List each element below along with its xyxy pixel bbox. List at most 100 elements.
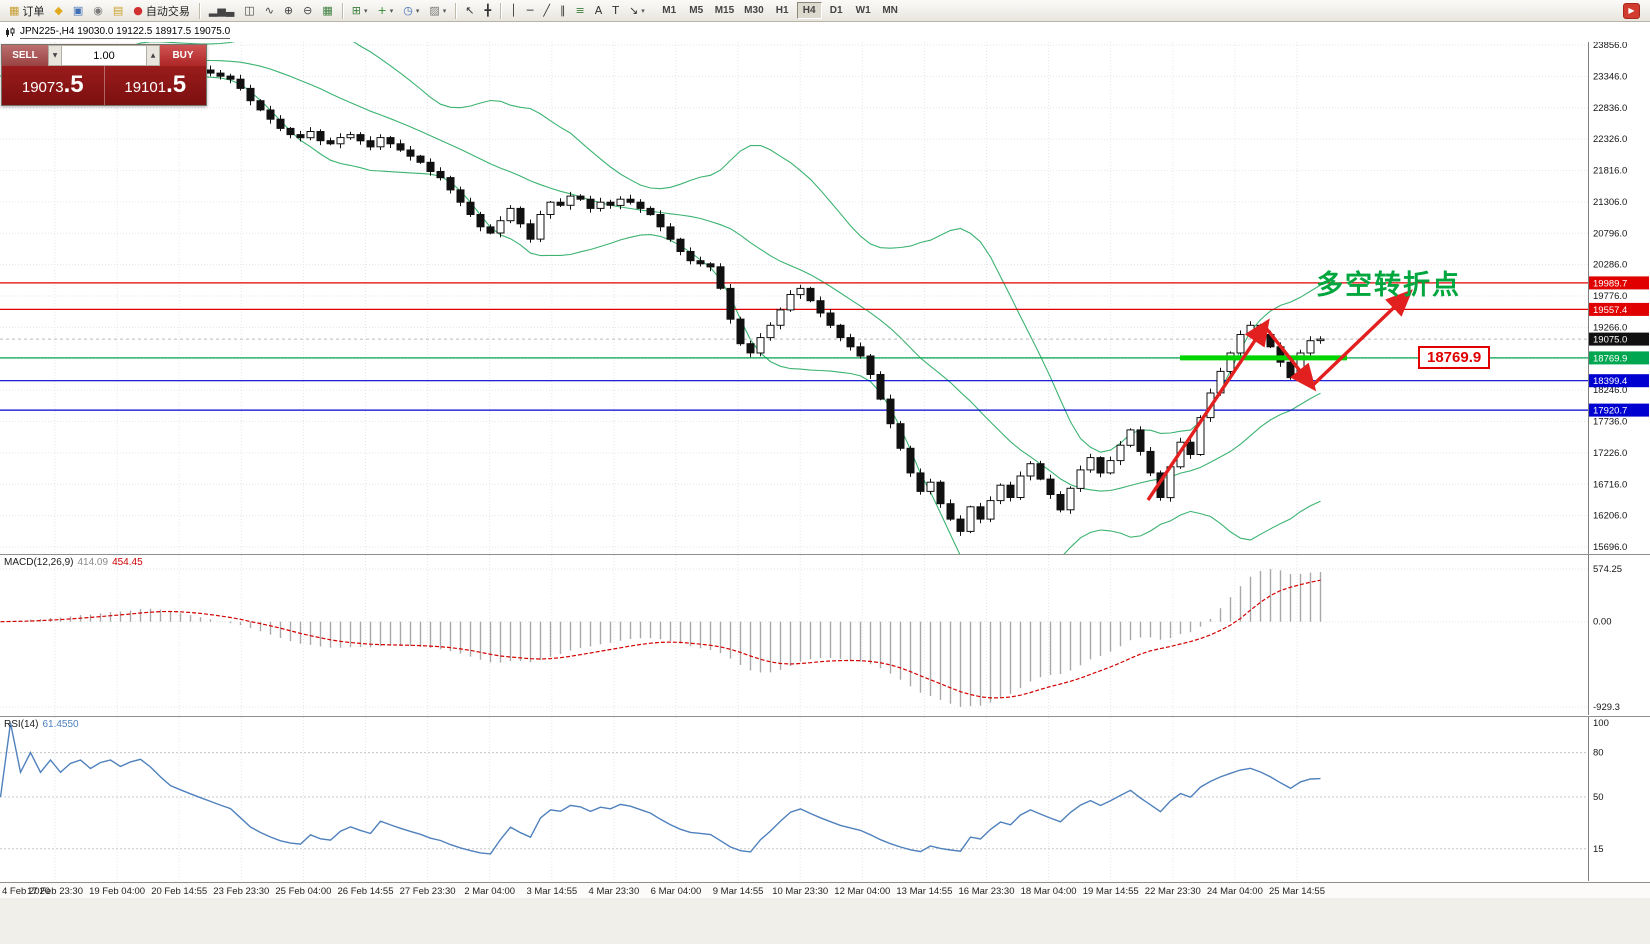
- date-axis-label: 9 Mar 14:55: [712, 886, 764, 897]
- svg-text:19266.0: 19266.0: [1593, 322, 1627, 333]
- time-axis[interactable]: 4 Feb 2020 17 Feb 23:30 19 Feb 04:00 20 Feb…: [0, 882, 1650, 898]
- autotrading-button-label: 自动交易: [145, 4, 190, 18]
- cursor-button[interactable]: ↖: [460, 2, 479, 20]
- line-chart-button[interactable]: ∿: [260, 2, 279, 20]
- periods-icon: ◷: [403, 4, 413, 17]
- sell-price-main: 19073: [21, 79, 64, 96]
- zoom-out-button[interactable]: ⊖: [298, 2, 317, 20]
- cursor-icon: ↖: [465, 4, 475, 17]
- timeframe-h1-button[interactable]: H1: [770, 2, 795, 19]
- macd-signal-value: 454.45: [112, 557, 143, 568]
- macd-canvas[interactable]: 574.25 0.00 -929.3: [0, 555, 1650, 715]
- timeframe-m1-button[interactable]: M1: [657, 2, 682, 19]
- arrows-button[interactable]: ↘ ▾: [624, 2, 650, 20]
- turning-point-annotation[interactable]: 多空转折点: [1316, 270, 1461, 301]
- timeframe-m30-button[interactable]: M30: [740, 2, 767, 19]
- timeframe-h4-button[interactable]: H4: [796, 2, 822, 19]
- price-divider: [103, 66, 105, 105]
- date-axis-label: 25 Feb 04:00: [275, 886, 332, 897]
- svg-text:15696.0: 15696.0: [1593, 542, 1627, 553]
- bar-chart-button[interactable]: ▂▅▃: [204, 2, 239, 20]
- sell-button[interactable]: SELL: [2, 45, 48, 66]
- autotrading-button[interactable]: ● 自动交易: [128, 2, 195, 20]
- svg-text:18769.9: 18769.9: [1593, 353, 1627, 364]
- date-axis-label: 17 Feb 23:30: [27, 886, 83, 897]
- trade-controls-row: SELL ▼ ▲ BUY: [2, 45, 206, 66]
- date-axis-label: 22 Mar 23:30: [1144, 886, 1201, 897]
- periods-button[interactable]: ◷ ▾: [398, 2, 424, 20]
- rsi-canvas[interactable]: 100 80 50 15: [0, 717, 1650, 881]
- date-axis-label: 6 Mar 04:00: [650, 886, 702, 897]
- tile-windows-button[interactable]: ▦: [317, 2, 337, 20]
- horizontal-line-button[interactable]: ─: [522, 2, 539, 20]
- svg-text:16206.0: 16206.0: [1593, 511, 1627, 522]
- buy-price-fraction: .5: [166, 71, 187, 98]
- candlestick-chart-button[interactable]: ◫: [239, 2, 259, 20]
- label-icon: T: [612, 4, 619, 17]
- sell-price-fraction: .5: [63, 71, 84, 98]
- svg-text:20286.0: 20286.0: [1593, 260, 1627, 271]
- svg-text:19075.0: 19075.0: [1593, 335, 1627, 346]
- toolbar-separator: [341, 2, 343, 19]
- community-icon[interactable]: ▶: [1623, 2, 1640, 19]
- rsi-value: 61.4550: [42, 719, 79, 730]
- rsi-name: RSI(14): [4, 719, 39, 730]
- date-axis-label: 20 Feb 14:55: [151, 886, 208, 897]
- svg-text:-929.3: -929.3: [1593, 702, 1620, 713]
- sell-price[interactable]: 19073 .5: [2, 66, 104, 105]
- new-order-button-label: 订单: [22, 4, 45, 18]
- timeframe-d1-button[interactable]: D1: [824, 2, 849, 19]
- svg-text:100: 100: [1593, 718, 1609, 729]
- toolbar-separator: [455, 2, 457, 19]
- zoom-in-button[interactable]: ⊕: [279, 2, 298, 20]
- buy-price[interactable]: 19101 .5: [105, 66, 207, 105]
- templates-button[interactable]: ▨ ▾: [424, 2, 451, 20]
- data-window-button[interactable]: ▣: [68, 2, 88, 20]
- price-annotation-box[interactable]: 18769.9: [1418, 346, 1491, 369]
- trendline-button[interactable]: ╱: [538, 2, 555, 20]
- rsi-label: RSI(14) 61.4550: [4, 719, 79, 730]
- date-axis-label: 4 Feb 2020: [2, 886, 51, 897]
- svg-text:18246.0: 18246.0: [1593, 385, 1627, 396]
- date-axis-label: 26 Feb 14:55: [337, 886, 394, 897]
- new-order-button[interactable]: ▦ 订单: [4, 2, 49, 20]
- volume-input[interactable]: [62, 45, 146, 66]
- indicators-button[interactable]: + ▾: [373, 2, 399, 20]
- svg-text:0.00: 0.00: [1593, 617, 1612, 628]
- volume-down-button[interactable]: ▼: [48, 45, 62, 66]
- timeframe-m5-button[interactable]: M5: [684, 2, 709, 19]
- volume-up-button[interactable]: ▲: [146, 45, 160, 66]
- svg-text:23346.0: 23346.0: [1593, 71, 1627, 82]
- vertical-line-icon: │: [510, 4, 517, 17]
- vertical-line-button[interactable]: │: [505, 2, 522, 20]
- channel-button[interactable]: ∥: [555, 2, 571, 20]
- market-watch-button[interactable]: ◆: [49, 2, 67, 20]
- label-button[interactable]: T: [607, 2, 624, 20]
- horizontal-line-icon: ─: [526, 4, 534, 17]
- text-button[interactable]: A: [590, 2, 608, 20]
- macd-name: MACD(12,26,9): [4, 557, 74, 568]
- timeframe-m15-button[interactable]: M15: [711, 2, 738, 19]
- toolbar-separator: [500, 2, 502, 19]
- date-axis-label: 4 Mar 23:30: [588, 886, 640, 897]
- date-axis-label: 18 Mar 04:00: [1020, 886, 1077, 897]
- buy-button[interactable]: BUY: [160, 45, 206, 66]
- macd-label: MACD(12,26,9) 414.09 454.45: [4, 557, 143, 568]
- toolbar-buttons: ▦ 订单 ◆ ▣ ◉ ▤ ● 自动交易 ▂▅▃ ◫ ∿ ⊕ ⊖ ▦ ⊞ ▾ + ▾ ◷ ▾ ▨ ▾ ↖ ╋ │ ─ ╱ ∥ ≡ A T ↘ ▾: [4, 2, 650, 20]
- new-chart-button[interactable]: ⊞ ▾: [347, 2, 373, 20]
- channel-icon: ∥: [560, 4, 566, 17]
- new-chart-icon: ⊞: [351, 4, 361, 17]
- main-chart-canvas[interactable]: 23856.0 23346.0 22836.0 22326.0 21816.0 21306…: [0, 42, 1650, 554]
- dropdown-caret-icon: ▾: [641, 6, 645, 15]
- timeframe-w1-button[interactable]: W1: [851, 2, 876, 19]
- zoom-in-icon: ⊕: [283, 4, 294, 17]
- fibonacci-button[interactable]: ≡: [571, 2, 590, 20]
- rsi-panel: RSI(14) 61.4550 100 80 50 15: [0, 716, 1650, 882]
- terminal-button[interactable]: ▤: [108, 2, 128, 20]
- text-icon: A: [594, 4, 603, 17]
- crosshair-button[interactable]: ╋: [480, 2, 497, 20]
- main-chart-panel: 23856.0 23346.0 22836.0 22326.0 21816.0 21306…: [0, 42, 1650, 554]
- timeframe-mn-button[interactable]: MN: [878, 2, 903, 19]
- navigator-button[interactable]: ◉: [88, 2, 108, 20]
- terminal-icon: ▤: [112, 4, 124, 17]
